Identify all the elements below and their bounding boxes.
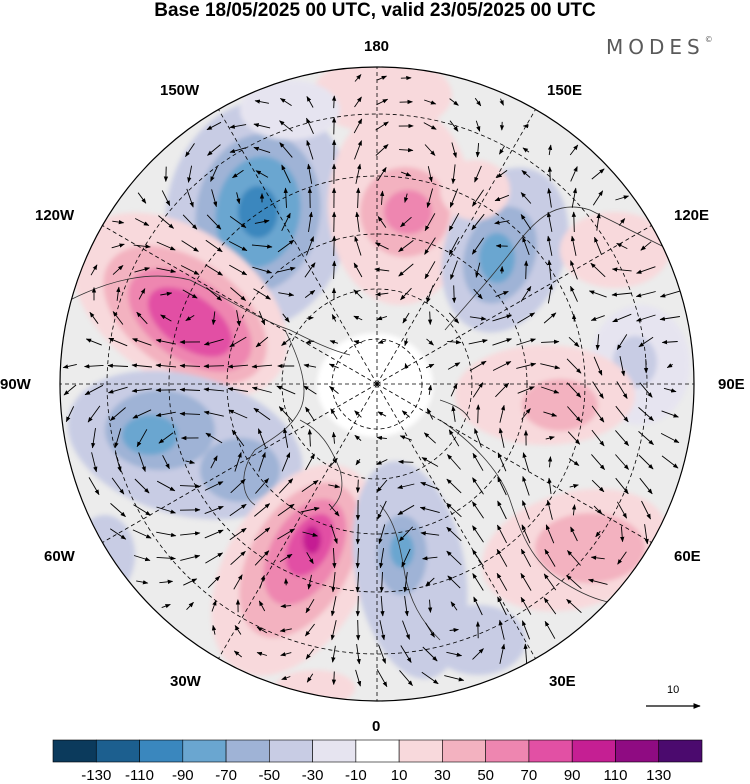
anomaly-positive-central-siberia: [455, 345, 635, 445]
longitude-label-120e: 120E: [674, 207, 709, 224]
colorbar-swatch: [399, 740, 442, 762]
colorbar-swatch: [313, 740, 356, 762]
anomaly-negative-west-edge: [75, 515, 135, 595]
wind-vector: [358, 480, 359, 493]
longitude-label-30e: 30E: [549, 673, 576, 690]
colorbar-swatch: [529, 740, 572, 762]
longitude-label-150w: 150W: [160, 82, 199, 99]
colorbar-swatch: [615, 740, 658, 762]
colorbar-swatch: [53, 740, 96, 762]
wind-vector: [550, 167, 551, 181]
colorbar-tick-label: 130: [634, 767, 684, 784]
wind-vector: [334, 96, 335, 108]
wind-vector: [307, 318, 314, 319]
colorbar-swatch: [572, 740, 615, 762]
colorbar-swatch: [442, 740, 485, 762]
longitude-label-30w: 30W: [170, 673, 201, 690]
longitude-label-120w: 120W: [35, 207, 74, 224]
colorbar-swatch: [356, 740, 399, 762]
longitude-label-60w: 60W: [44, 548, 75, 565]
longitude-label-60e: 60E: [674, 548, 701, 565]
longitude-label-90e: 90E: [718, 376, 745, 393]
colorbar-swatch: [140, 740, 183, 762]
wind-vector: [399, 462, 414, 463]
colorbar-swatch: [226, 740, 269, 762]
wind-vector: [526, 261, 527, 279]
wind-vector: [430, 312, 431, 325]
longitude-label-150e: 150E: [547, 82, 582, 99]
anomaly-positive-small: [440, 160, 510, 220]
wind-vector: [204, 366, 224, 367]
colorbar-swatch: [269, 740, 312, 762]
colorbar-swatch: [486, 740, 529, 762]
map-disk: [39, 57, 710, 710]
wind-vector: [454, 285, 455, 302]
wind-vector: [358, 524, 359, 544]
wind-vector: [334, 236, 335, 256]
wind-vector: [358, 620, 359, 640]
anomaly-negative-north-edge: [240, 80, 340, 140]
reference-vector-label: 10: [667, 684, 679, 696]
longitude-label-90w: 90W: [0, 376, 31, 393]
wind-vector: [478, 405, 479, 423]
colorbar-swatch: [659, 740, 702, 762]
colorbar-swatch: [96, 740, 139, 762]
wind-vector: [334, 672, 335, 685]
longitude-label-0: 0: [372, 718, 380, 735]
longitude-label-180: 180: [364, 38, 389, 55]
wind-vector: [358, 596, 359, 616]
colorbar-swatch: [183, 740, 226, 762]
wind-vector: [574, 212, 575, 232]
colorbar: [53, 740, 702, 762]
